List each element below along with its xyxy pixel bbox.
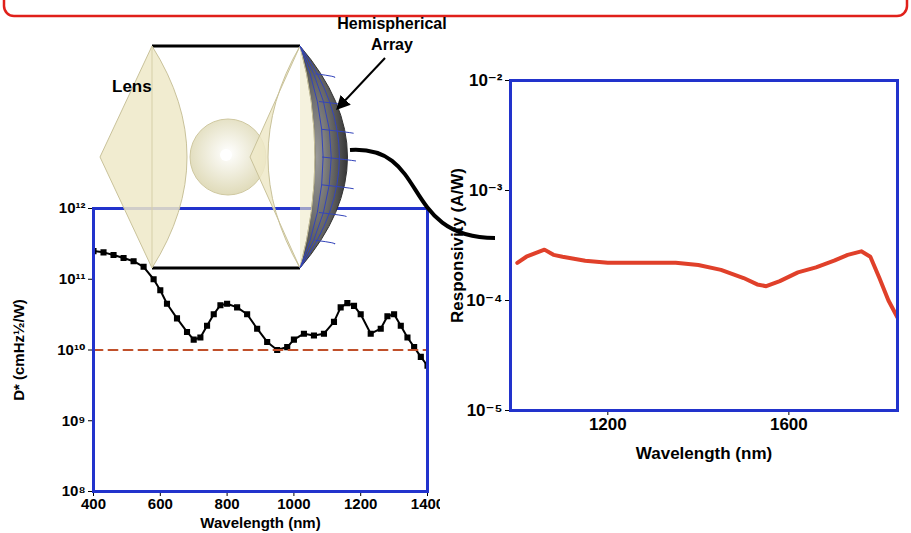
svg-text:10¹¹: 10¹¹	[59, 270, 86, 287]
svg-text:600: 600	[148, 495, 173, 512]
svg-text:800: 800	[215, 495, 240, 512]
svg-text:10⁻⁵: 10⁻⁵	[467, 401, 503, 420]
svg-text:400: 400	[81, 495, 106, 512]
svg-text:10⁻⁴: 10⁻⁴	[466, 291, 502, 310]
svg-text:1000: 1000	[277, 495, 310, 512]
svg-text:10¹⁰: 10¹⁰	[57, 341, 85, 358]
svg-text:1400: 1400	[411, 495, 440, 512]
svg-text:10¹²: 10¹²	[59, 199, 86, 216]
svg-text:10⁹: 10⁹	[62, 412, 86, 429]
svg-text:10⁻²: 10⁻²	[469, 71, 503, 90]
svg-text:1200: 1200	[344, 495, 377, 512]
svg-text:10⁻³: 10⁻³	[469, 181, 503, 200]
svg-text:1200: 1200	[589, 415, 627, 434]
svg-text:Wavelength (nm): Wavelength (nm)	[636, 444, 772, 463]
svg-text:Lens: Lens	[112, 77, 152, 96]
svg-text:1600: 1600	[770, 415, 808, 434]
svg-text:D* (cmHz½/W): D* (cmHz½/W)	[10, 299, 27, 401]
svg-text:Wavelength (nm): Wavelength (nm)	[200, 514, 320, 531]
svg-text:10⁸: 10⁸	[61, 482, 86, 500]
svg-text:Responsivity (A/W): Responsivity (A/W)	[448, 168, 467, 323]
svg-text:HemisphericalArray: HemisphericalArray	[337, 15, 446, 53]
